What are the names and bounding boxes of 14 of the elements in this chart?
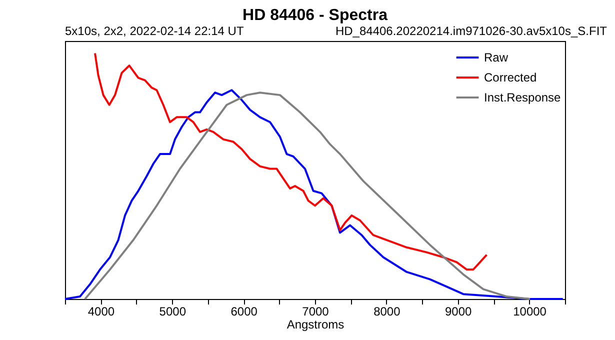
x-tick-label: 9000 [445,304,472,318]
x-tick-label: 7000 [302,304,330,318]
x-tick-label: 4000 [88,304,115,318]
chart-subtitle: 5x10s, 2x2, 2022-02-14 22:14 UT [65,24,244,38]
x-axis-title: Angstroms [286,318,344,332]
legend-label: Inst.Response [484,90,562,104]
legend-label: Corrected [484,70,537,84]
chart-title: HD 84406 - Spectra [242,7,388,24]
text: HD_84406.20220214.im971026-30.av5x10s_S.FIT [335,24,608,38]
x-tick-label: 10000 [513,304,547,318]
x-tick-label: 6000 [230,304,258,318]
x-tick-label: 8000 [374,304,401,318]
x-tick-label: 5000 [159,304,186,318]
legend-label: Raw [484,50,508,64]
